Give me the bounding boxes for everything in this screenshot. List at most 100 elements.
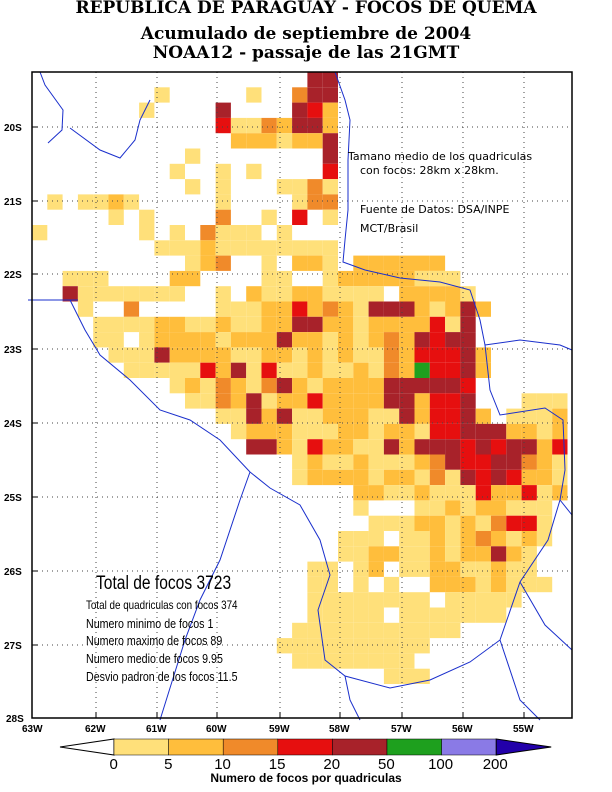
lat-label: 22S: [4, 270, 22, 281]
fire-cell: [429, 439, 446, 455]
fire-cell: [139, 209, 155, 225]
lon-label: 55W: [513, 724, 534, 735]
fire-cell: [322, 148, 338, 164]
fire-cell: [552, 485, 568, 501]
fire-cell: [292, 332, 308, 348]
fire-cell: [353, 378, 369, 394]
fire-cell: [460, 561, 476, 577]
fire-cell: [353, 439, 369, 455]
fire-cell: [552, 393, 568, 409]
colorbar-label: 5: [164, 756, 172, 773]
total-cells: Total de quadriculas con focos 374: [86, 598, 238, 612]
fire-cell: [338, 362, 354, 378]
fire-cell: [185, 316, 201, 333]
fire-cell: [307, 439, 323, 455]
fire-cell: [353, 270, 369, 287]
fire-cell: [322, 240, 338, 256]
fire-cell: [429, 546, 446, 562]
fire-cell: [139, 286, 155, 302]
fire-cell: [338, 347, 354, 363]
colorbar-label: 20: [323, 756, 340, 773]
fire-cell: [460, 592, 476, 608]
fire-cell: [399, 531, 415, 547]
fire-cell: [307, 653, 323, 669]
fire-cell: [139, 316, 155, 333]
fire-cell: [399, 316, 415, 333]
fire-cell: [475, 592, 491, 608]
fire-cell: [521, 546, 537, 562]
fire-cell: [491, 469, 507, 486]
fire-cell: [521, 393, 537, 409]
fire-cell: [261, 316, 277, 333]
fire-cell: [414, 515, 430, 531]
fire-cell: [429, 454, 446, 470]
fire-cell: [460, 347, 476, 363]
fire-cell: [368, 546, 384, 562]
fire-cell: [292, 316, 308, 333]
fire-cell: [521, 423, 537, 440]
fire-cell: [383, 316, 400, 333]
fire-cell: [185, 270, 201, 287]
fire-cell: [292, 179, 308, 195]
fire-cell: [536, 393, 553, 409]
fire-cell: [276, 316, 293, 333]
fire-cell: [338, 301, 354, 317]
fire-cell: [353, 332, 369, 348]
fire-cell: [307, 393, 323, 409]
fire-cell: [215, 225, 231, 241]
fire-cell: [475, 500, 491, 516]
fire-cell: [276, 240, 293, 256]
fire-cell: [353, 362, 369, 378]
fire-cell: [414, 531, 430, 547]
fire-cell: [383, 439, 400, 455]
fire-cell: [445, 531, 461, 547]
fire-cell: [215, 102, 231, 118]
fire-cell: [521, 439, 537, 455]
fire-cell: [460, 286, 476, 302]
fire-cell: [445, 393, 461, 409]
fire-cell: [414, 469, 430, 486]
fire-cell: [491, 561, 507, 577]
fire-cell: [429, 500, 446, 516]
fire-cell: [169, 316, 185, 333]
fire-cell: [246, 378, 262, 394]
fire-cell: [246, 362, 262, 378]
fire-cell: [383, 454, 400, 470]
fire-cell: [322, 469, 338, 486]
colorbar-high-arrow: [495, 738, 552, 756]
fire-cell: [292, 102, 308, 118]
fire-cell: [246, 225, 262, 241]
fire-cell: [414, 439, 430, 455]
fire-cell: [215, 286, 231, 302]
colorbar-title: Numero de focos por quadriculas: [210, 771, 402, 785]
fire-cell: [521, 408, 537, 424]
fire-cell: [77, 194, 94, 210]
fire-cell: [322, 102, 338, 118]
fire-cell: [521, 485, 537, 501]
fire-cell: [368, 607, 384, 623]
fire-cell: [353, 531, 369, 547]
fire-cell: [276, 423, 293, 440]
fire-cell: [307, 576, 323, 593]
fire-cell: [491, 607, 507, 623]
fire-cell: [169, 225, 185, 241]
fire-cell: [276, 286, 293, 302]
fire-cell: [230, 393, 247, 409]
fire-cell: [307, 117, 323, 134]
colorbar-segment: [277, 738, 333, 756]
fire-cell: [353, 592, 369, 608]
fire-cell: [368, 286, 384, 302]
fire-cell: [460, 301, 476, 317]
fire-cell: [383, 546, 400, 562]
source-note-2: MCT/Brasil: [360, 222, 419, 235]
fire-cell: [230, 240, 247, 256]
fire-cell: [246, 393, 262, 409]
fire-cell: [276, 439, 293, 455]
fire-cell: [230, 316, 247, 333]
fire-cell: [276, 393, 293, 409]
fire-cell: [460, 546, 476, 562]
fire-cell: [108, 209, 124, 225]
lon-label: 62W: [85, 724, 106, 735]
fire-cell: [445, 500, 461, 516]
